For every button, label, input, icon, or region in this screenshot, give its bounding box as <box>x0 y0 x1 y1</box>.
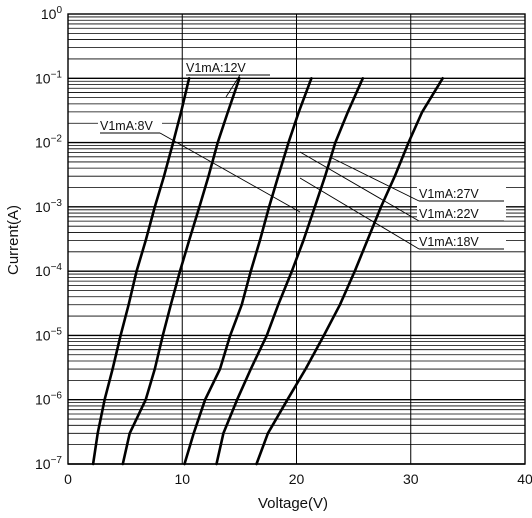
x-tick-label: 40 <box>517 471 532 487</box>
plot-frame <box>67 13 526 465</box>
annotation-bg <box>417 234 506 248</box>
annotation-bg <box>98 118 162 132</box>
annotation-leader <box>225 74 241 98</box>
x-tick-label: 0 <box>64 471 72 487</box>
y-tick-label: 10−3 <box>35 198 62 215</box>
series-curves <box>91 77 444 466</box>
y-tick-label: 10−4 <box>35 262 62 279</box>
plot-border <box>67 13 526 465</box>
curve-v1ma-27v <box>255 77 444 466</box>
x-tick-label: 10 <box>174 471 190 487</box>
annotation-leader <box>299 177 420 250</box>
curve-v1ma-12v <box>121 77 241 466</box>
annotation-leader <box>159 132 301 213</box>
annotations: V1mA:12V V1mA:8V V1mA:27V V1mA:22V V1mA:18V <box>100 61 479 249</box>
y-tick-label: 10−2 <box>35 134 62 151</box>
annotation-leader <box>299 151 420 222</box>
annotation-leader <box>329 156 420 202</box>
curve-v1ma-8v <box>91 77 191 466</box>
annotation-label: V1mA:18V <box>419 235 479 249</box>
annotation-label: V1mA:12V <box>186 61 246 75</box>
x-tick-label: 20 <box>289 471 305 487</box>
x-axis-title: Voltage(V) <box>258 495 328 512</box>
annotation-bg <box>417 206 506 220</box>
annotation-label: V1mA:22V <box>419 207 479 221</box>
curve-v1ma-18v <box>183 77 313 466</box>
curve-v1ma-22v <box>215 77 365 466</box>
y-tick-label: 10−6 <box>35 391 62 408</box>
annotation-bg <box>184 60 272 74</box>
y-tick-label: 10−5 <box>35 326 62 343</box>
y-tick-label: 10−1 <box>35 69 62 86</box>
y-tick-labels: 100 10−1 10−2 10−3 10−4 10−5 10−6 10−7 <box>35 5 62 472</box>
annotation-leaders <box>98 60 506 250</box>
x-tick-labels: 0 10 20 30 40 <box>64 471 532 487</box>
y-tick-label: 10−7 <box>35 455 62 472</box>
annotation-label: V1mA:27V <box>419 187 479 201</box>
x-tick-label: 30 <box>403 471 419 487</box>
y-axis-title: Current(A) <box>5 205 22 275</box>
y-tick-label: 100 <box>41 5 63 22</box>
annotation-label: V1mA:8V <box>100 119 153 133</box>
annotation-bg <box>417 186 506 200</box>
